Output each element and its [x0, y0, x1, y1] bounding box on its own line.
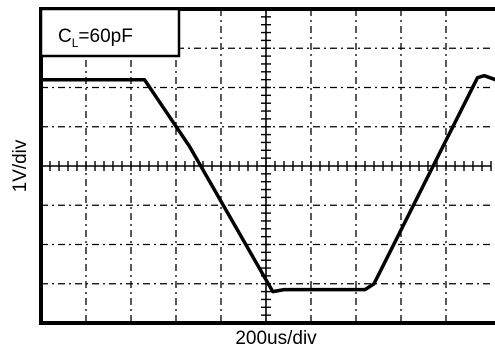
- svg-text:CL=60pF: CL=60pF: [58, 26, 133, 50]
- waveform-trace-group: [39, 73, 495, 294]
- legend-subscript: L: [72, 36, 79, 50]
- y-axis-label: 1V/div: [10, 139, 31, 192]
- waveform-trace: [39, 73, 495, 294]
- legend-value: =60pF: [78, 26, 132, 47]
- legend-label: C: [58, 26, 72, 47]
- legend-box: CL=60pF: [39, 7, 181, 58]
- x-axis-label: 200us/div: [235, 328, 317, 349]
- plot-frame: [39, 7, 495, 325]
- graticule-grid: [40, 8, 492, 324]
